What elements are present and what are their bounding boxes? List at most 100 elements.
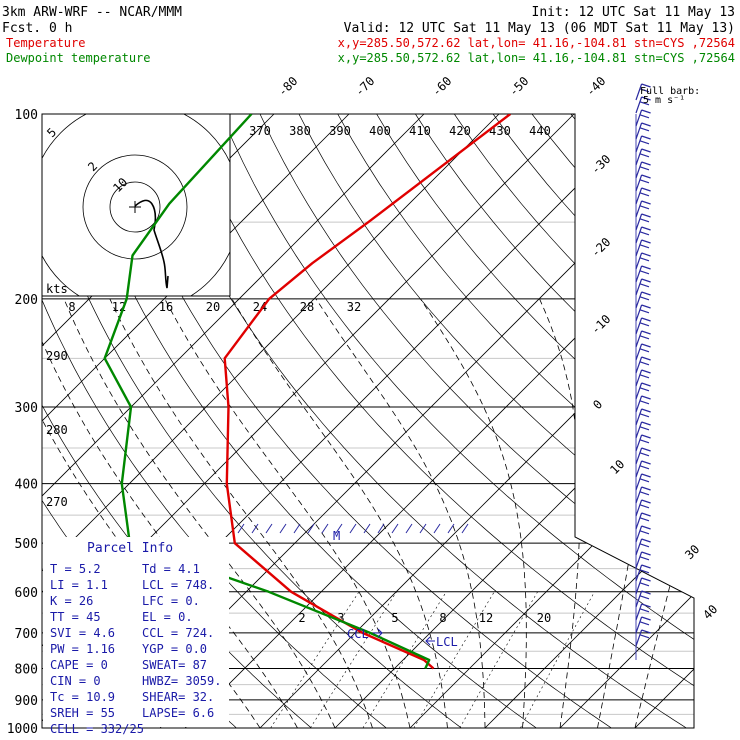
dry-adiabat-360 [298, 114, 694, 728]
wind-barb [635, 603, 643, 621]
hodograph-ring-1 [82, 154, 188, 260]
mixing-ratio-8 [413, 591, 495, 728]
isotherm--80 [42, 114, 350, 728]
level-barb [433, 523, 441, 534]
dry-adiabat-330 [181, 114, 694, 728]
wind-barb [635, 265, 643, 283]
parcel-info-rows: T = 5.2 Td = 4.1 LI = 1.1 LCL = 748. K = 26 L… [50, 562, 221, 736]
parcel-left-0: T = 5.2 [50, 562, 101, 576]
level-barb [419, 523, 427, 534]
dry-adiabat-350 [259, 114, 694, 728]
wind-barb [635, 486, 643, 504]
pressure-axis: 100 200 300 400 500 600 700 800 900 1000 [7, 108, 38, 737]
theta-label-420: 420 [449, 124, 471, 138]
mixing-ratio-5 [362, 591, 447, 728]
wind-barb [635, 213, 643, 231]
moist-adiabat-15 [231, 298, 448, 728]
isotherm-10 [409, 114, 694, 728]
theta-label-370: 370 [249, 124, 271, 138]
isotherm--10 [259, 114, 694, 728]
pressure-label-1000: 1000 [7, 722, 38, 737]
theta-label-400: 400 [369, 124, 391, 138]
isotherm-40 [634, 114, 694, 728]
wind-barb [635, 512, 643, 530]
mixing-ratio-2 [270, 591, 360, 728]
level-barb [307, 523, 315, 534]
moist-adiabat-40 [634, 298, 694, 728]
dry-adiabat-440 [609, 114, 694, 728]
theta-labels: 370 380 390 400 410 420 430 440 290 280 270 [46, 124, 551, 509]
temp-tick--20: -20 [588, 235, 613, 260]
wind-barb [635, 83, 643, 101]
dry-adiabat-380 [376, 114, 694, 728]
moist-adiabat-5 [109, 298, 373, 728]
wind-barb [635, 525, 643, 543]
wind-barb [635, 343, 643, 361]
wind-barb [635, 200, 643, 218]
temp-tick--10: -10 [588, 312, 613, 337]
speed-label-8: 8 [68, 300, 75, 314]
dry-adiabat-410 [492, 114, 694, 728]
parcel-info-title: Parcel Info [87, 541, 173, 556]
level-barb [237, 523, 245, 534]
level-barb [461, 523, 469, 534]
parcel-left-3: TT = 45 [50, 610, 101, 624]
isotherm-30 [559, 114, 694, 728]
wind-barb [635, 161, 643, 179]
init-time: Init: 12 UTC Sat 11 May 13 [532, 5, 736, 20]
temp-tick--40: -40 [583, 74, 608, 99]
valid-time: Valid: 12 UTC Sat 11 May 13 (06 MDT Sat … [344, 21, 735, 36]
pressure-label-600: 600 [15, 586, 38, 601]
wind-barb [635, 434, 643, 452]
parcel-left-5: PW = 1.16 [50, 642, 115, 656]
theta-label-280: 280 [46, 423, 68, 437]
temperature-location: x,y=285.50,572.62 lat,lon= 41.16,-104.81… [338, 36, 735, 50]
dry-adiabat-470 [726, 114, 740, 740]
plot-frame [41, 113, 695, 729]
speed-label-20: 20 [206, 300, 220, 314]
level-barb [405, 523, 413, 534]
level-barb [377, 523, 385, 534]
moist-adiabat-0 [63, 298, 336, 728]
barb-key-line2: 5 m s⁻¹ [643, 95, 685, 106]
temperature-legend-label: Temperature [6, 36, 85, 50]
wind-barb [635, 551, 643, 569]
parcel-left-10: CELL = 332/25 [50, 722, 144, 736]
dry-adiabat-320 [143, 114, 694, 728]
pressure-label-900: 900 [15, 694, 38, 709]
parcel-right-9: LAPSE= 6.6 [142, 706, 214, 720]
mixing-ratio-label-5: 5 [391, 611, 398, 625]
level-barb [293, 523, 301, 534]
temp-tick--80: -80 [275, 74, 300, 99]
wind-barb [635, 408, 643, 426]
level-barb [335, 523, 343, 534]
barb-key-line1: Full barb: [640, 86, 700, 97]
temp-tick--70: -70 [352, 74, 377, 99]
wind-barb [635, 356, 643, 374]
dewpoint-legend-label: Dewpoint temperature [6, 51, 151, 65]
wind-barb [635, 304, 643, 322]
parcel-right-0: Td = 4.1 [142, 562, 200, 576]
dry-adiabat-400 [454, 114, 694, 728]
parcel-left-7: CIN = 0 [50, 674, 101, 688]
wind-barb [635, 148, 643, 166]
dewpoint-line [103, 114, 431, 670]
mixing-ratio-label-2: 2 [298, 611, 305, 625]
wind-barb [635, 135, 643, 153]
parcel-right-5: YGP = 0.0 [142, 642, 207, 656]
parcel-left-2: K = 26 [50, 594, 93, 608]
model-title: 3km ARW-WRF -- NCAR/MMM [2, 5, 182, 20]
temp-tick--60: -60 [429, 74, 454, 99]
wind-barb [635, 226, 643, 244]
dry-adiabat-310 [104, 114, 632, 728]
mixing-ratio-20 [520, 591, 595, 728]
wind-barb [635, 538, 643, 556]
parcel-right-2: LFC = 0. [142, 594, 200, 608]
mixing-ratio-3 [310, 591, 397, 728]
ccl-annotation: CCL [347, 627, 369, 641]
parcel-right-3: EL = 0. [142, 610, 193, 624]
wind-barb [635, 252, 643, 270]
forecast-hour: Fcst. 0 h [2, 21, 72, 36]
wind-barb [635, 239, 643, 257]
